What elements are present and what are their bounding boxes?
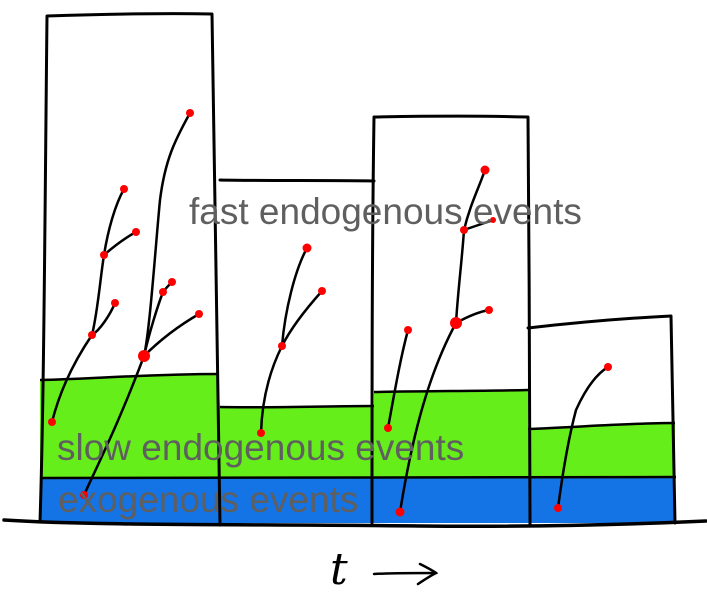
slow-endogenous-label: slow endogenous events — [57, 427, 465, 468]
event-dot — [450, 317, 462, 329]
event-dot — [404, 326, 412, 334]
event-dot — [490, 217, 496, 223]
event-dot — [554, 504, 562, 512]
baseline — [2, 518, 707, 529]
event-dots — [48, 109, 612, 517]
event-dot — [132, 228, 140, 236]
box-4 — [526, 314, 677, 525]
event-dot — [80, 491, 88, 499]
event-dot — [100, 251, 108, 259]
event-dot — [395, 507, 405, 517]
event-dot — [168, 278, 176, 286]
event-dot — [384, 424, 392, 432]
event-dot — [138, 350, 150, 362]
event-dot — [195, 310, 203, 318]
event-dot — [120, 185, 128, 193]
box-3 — [370, 114, 532, 527]
event-dot — [48, 418, 56, 426]
event-dot — [257, 429, 265, 437]
event-dot — [485, 306, 493, 314]
event-branches — [50, 111, 610, 514]
event-dot — [159, 288, 167, 296]
event-dot — [278, 342, 286, 350]
event-dot — [88, 331, 96, 339]
event-dot — [460, 226, 468, 234]
box-1 — [38, 12, 222, 527]
time-axis-label: t — [330, 544, 348, 595]
event-dot — [318, 287, 326, 295]
time-window-boxes — [38, 12, 677, 527]
event-dot — [111, 299, 119, 307]
fast-endogenous-label: fast endogenous events — [189, 191, 582, 232]
box-2 — [218, 178, 376, 183]
event-dot — [604, 363, 612, 371]
event-dot — [186, 109, 194, 117]
exogenous-label: exogenous events — [58, 479, 359, 520]
event-dot — [302, 243, 312, 253]
exogenous-band — [40, 477, 675, 523]
time-arrow-icon — [372, 562, 439, 586]
event-dot — [480, 165, 490, 175]
